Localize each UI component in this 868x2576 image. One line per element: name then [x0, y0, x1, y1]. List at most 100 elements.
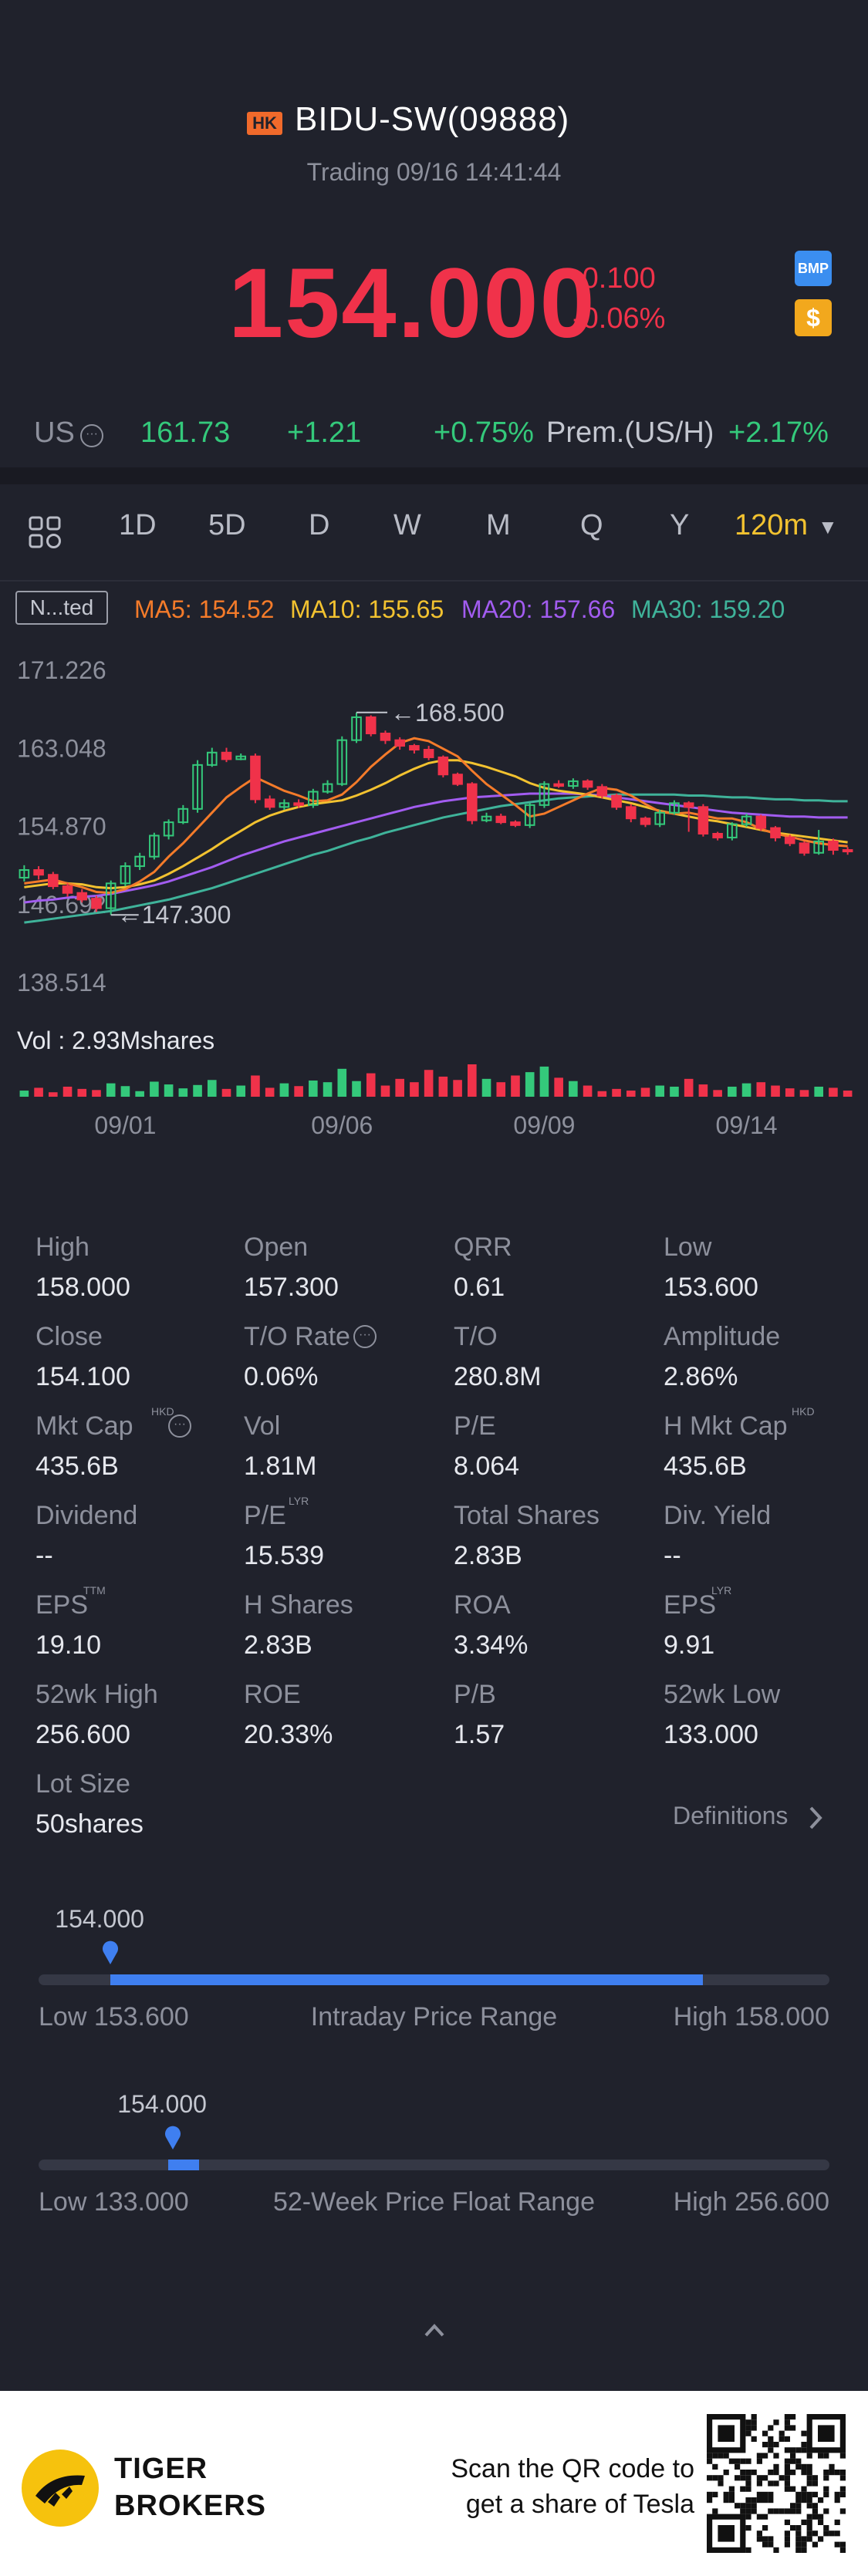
volume-bar: [785, 1088, 795, 1097]
ticker-title: BIDU-SW(09888): [295, 100, 570, 138]
stat-value: 153.600: [664, 1273, 758, 1302]
candle: [177, 808, 189, 824]
volume-bar: [799, 1090, 809, 1097]
stat-label: Total Shares: [454, 1501, 599, 1530]
definitions-link[interactable]: Definitions: [673, 1802, 789, 1829]
stat-label: Dividend: [35, 1501, 138, 1530]
high-annotation: ←168.500: [390, 699, 505, 727]
volume-bar: [106, 1083, 116, 1097]
candle: [669, 802, 680, 814]
y-tick-label: 138.514: [17, 969, 106, 996]
volume-label: Vol : 2.93Mshares: [17, 1027, 214, 1054]
volume-bar: [597, 1091, 607, 1097]
candle: [380, 732, 391, 741]
volume-bar: [741, 1083, 751, 1097]
tab-5d[interactable]: 5D: [208, 509, 246, 541]
more-dots-icon[interactable]: ···: [80, 424, 103, 447]
chevron-right-icon[interactable]: [807, 1805, 824, 1831]
stat-value: 3.34%: [454, 1630, 529, 1660]
tab-1d[interactable]: 1D: [119, 509, 157, 541]
stat-label: Open: [244, 1232, 309, 1262]
scan-text-line2: get a share of Tesla: [465, 2490, 694, 2519]
stat-value: 19.10: [35, 1630, 102, 1660]
stat-label: QRR: [454, 1232, 512, 1262]
stat-value: 133.000: [664, 1720, 758, 1749]
y-tick-label: 171.226: [17, 656, 106, 684]
period-tabs: 1D 5D D W M Q Y 120m ▼: [0, 509, 868, 563]
candle: [596, 786, 608, 797]
stat-value: 15.539: [244, 1541, 324, 1570]
bmp-badge-icon[interactable]: BMP: [795, 251, 832, 286]
candle: [221, 751, 232, 760]
premium-label: Prem.(US/H): [546, 416, 714, 449]
us-change-percent: +0.75%: [434, 416, 534, 449]
ma20-label: MA20: 157.66: [461, 595, 616, 623]
dollar-icon[interactable]: $: [795, 299, 832, 336]
stat-value: 158.000: [35, 1273, 130, 1302]
stat-unit-superscript: LYR: [711, 1584, 732, 1597]
volume-bar: [193, 1084, 202, 1097]
candle: [192, 764, 203, 810]
x-tick-label: 09/01: [94, 1111, 156, 1139]
candle: [568, 780, 579, 787]
volume-bar: [698, 1084, 708, 1097]
volume-bar: [438, 1076, 448, 1097]
volume-bar: [569, 1081, 578, 1097]
tab-d[interactable]: D: [309, 509, 330, 541]
volume-bar: [583, 1085, 593, 1097]
candle: [62, 885, 73, 894]
candle: [467, 783, 478, 821]
qr-code-icon[interactable]: [707, 2414, 846, 2553]
candle: [279, 802, 290, 808]
candle: [727, 823, 738, 838]
candle: [495, 815, 507, 824]
stat-value: 435.6B: [664, 1452, 747, 1481]
tab-q[interactable]: Q: [580, 509, 603, 541]
volume-bar: [640, 1087, 650, 1097]
stat-value: --: [35, 1541, 53, 1570]
x-tick-label: 09/14: [716, 1111, 778, 1139]
candle: [91, 898, 102, 909]
stat-value: 1.57: [454, 1720, 505, 1749]
layout-grid-icon[interactable]: [28, 515, 63, 551]
stat-unit-superscript: TTM: [83, 1584, 106, 1597]
indicator-button[interactable]: N...ted: [15, 591, 108, 625]
chevron-up-icon[interactable]: [423, 2321, 446, 2338]
volume-bar: [481, 1078, 491, 1097]
tab-w[interactable]: W: [393, 509, 421, 541]
candle: [640, 818, 651, 825]
tab-120m[interactable]: 120m: [735, 509, 809, 541]
market-badge: HK: [247, 112, 282, 135]
candle: [105, 882, 117, 909]
candle: [206, 751, 218, 766]
stat-label: High: [35, 1232, 90, 1262]
tab-y[interactable]: Y: [670, 509, 690, 541]
volume-bar: [410, 1082, 419, 1097]
tab-m[interactable]: M: [486, 509, 511, 541]
stat-value: 20.33%: [244, 1720, 333, 1749]
volume-bar: [178, 1088, 188, 1097]
trading-status: Trading 09/16 14:41:44: [306, 158, 562, 186]
volume-bar: [424, 1070, 434, 1097]
stat-label: EPS: [35, 1590, 89, 1620]
ma5-label: MA5: 154.52: [134, 595, 275, 623]
volume-bar: [684, 1078, 694, 1097]
section-divider: [0, 467, 868, 484]
chevron-down-icon[interactable]: ▼: [818, 515, 838, 538]
candle: [611, 794, 622, 808]
stat-label: T/O: [454, 1322, 498, 1351]
intraday-current-price: 154.000: [55, 1905, 144, 1933]
volume-bar: [395, 1078, 404, 1097]
intraday-title: Intraday Price Range: [310, 2002, 558, 2031]
info-dots-icon[interactable]: ···: [353, 1325, 377, 1348]
stat-value: 9.91: [664, 1630, 715, 1660]
candle: [524, 804, 535, 826]
week52-title: 52-Week Price Float Range: [272, 2187, 595, 2217]
candle: [409, 745, 420, 751]
stat-label: Lot Size: [35, 1769, 130, 1799]
info-dots-icon[interactable]: ···: [168, 1414, 191, 1438]
brand-name-line1: TIGER: [114, 2453, 208, 2485]
stat-value: 8.064: [454, 1452, 520, 1481]
volume-bar: [525, 1072, 535, 1097]
